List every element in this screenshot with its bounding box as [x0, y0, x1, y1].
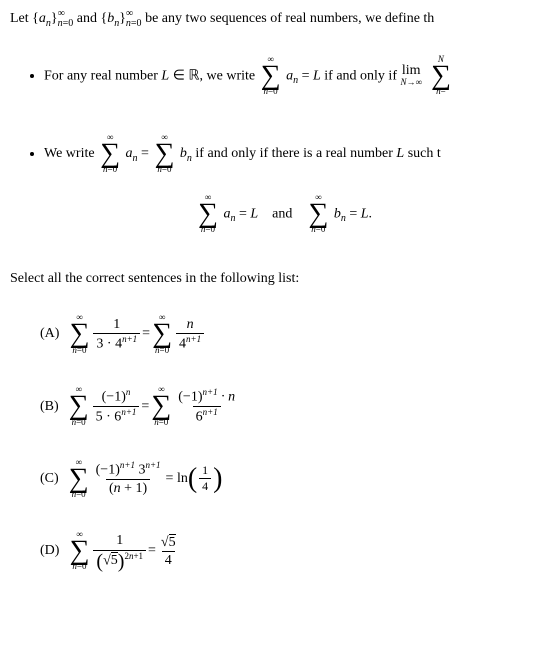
sum-an: ∞ ∑ n=0: [261, 55, 281, 97]
option-label: (C): [40, 471, 59, 487]
definitions-list: For any real number L ∈ ℝ, we write ∞ ∑ …: [10, 55, 524, 236]
option-label: (A): [40, 326, 59, 342]
instruction: Select all the correct sentences in the …: [10, 271, 524, 287]
definition-convergence: For any real number L ∈ ℝ, we write ∞ ∑ …: [44, 55, 524, 97]
option-label: (D): [40, 543, 59, 559]
option-c: (C) ∞∑n=0 (−1)n+1 3n+1(n + 1) = ln ( 14 …: [40, 458, 524, 500]
display-equation: ∞∑n=0 an = L and ∞∑n=0 bn = L.: [44, 193, 524, 235]
option-d: (D) ∞∑n=0 1 (√ 5)2n+1 = √ 5 4: [40, 530, 524, 572]
option-label: (B): [40, 399, 59, 415]
limit: lim N→∞: [401, 64, 422, 87]
definition-equality: We write ∞∑n=0 an = ∞∑n=0 bn if and only…: [44, 133, 524, 235]
text-prefix: For any real number: [44, 68, 161, 83]
option-a: (A) ∞∑n=0 13 · 4n+1 = ∞∑n=0 n4n+1: [40, 313, 524, 355]
intro-text: Let {an}∞n=0 and {bn}∞n=0 be any two seq…: [10, 8, 524, 31]
partial-sum: N ∑ n=: [431, 55, 451, 97]
option-b: (B) ∞∑n=0 (−1)n5 · 6n+1 = ∞∑n=0 (−1)n+1 …: [40, 385, 524, 427]
options-list: (A) ∞∑n=0 13 · 4n+1 = ∞∑n=0 n4n+1 (B) ∞∑…: [10, 313, 524, 572]
